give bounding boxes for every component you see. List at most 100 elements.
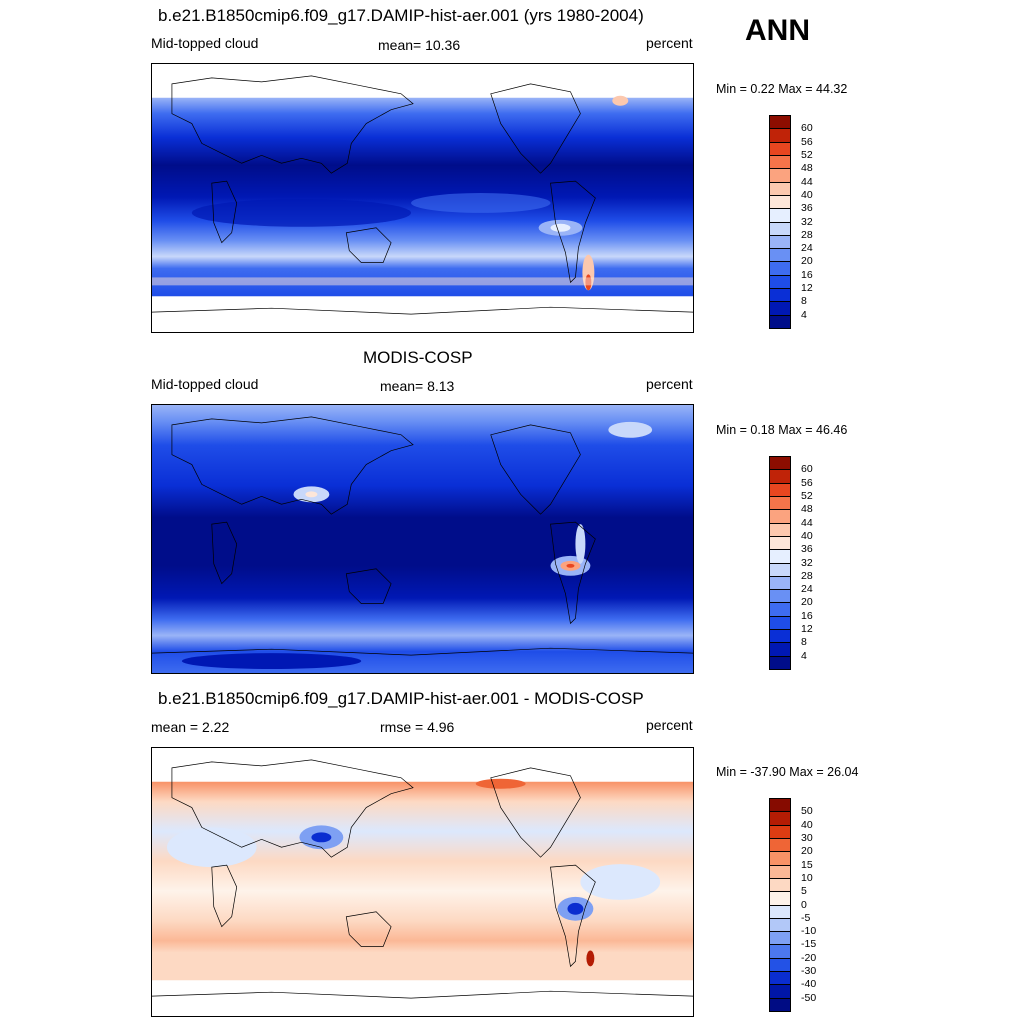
panel-obs-units-label: percent [646,376,693,392]
panel-test-units-label: percent [646,35,693,51]
colorbar-swatch [769,655,791,670]
colorbar-tick-label: 52 [801,148,813,161]
colorbar-tick-label: -20 [801,951,817,964]
colorbar-tick-label: 8 [801,295,807,308]
colorbar-swatch [769,851,791,866]
colorbar-swatch [769,274,791,290]
colorbar-tick-label: -10 [801,925,817,938]
colorbar-swatch [769,629,791,644]
colorbar-tick-label: 20 [801,845,813,858]
colorbar-swatch [769,837,791,853]
panel-obs-map [151,404,694,674]
panel-diff-units-label: percent [646,717,693,733]
colorbar-swatch [769,168,791,183]
colorbar-tick-label: 8 [801,636,807,649]
colorbar-tick-label: 40 [801,529,813,542]
colorbar-swatch [769,575,791,591]
colorbar-swatch [769,194,791,210]
panel-diff-minmax: Min = -37.90 Max = 26.04 [716,765,859,779]
colorbar-tick-label: 60 [801,463,813,476]
colorbar-swatch [769,208,791,223]
colorbar-tick-label: 10 [801,871,813,884]
colorbar-swatch [769,248,791,263]
colorbar-tick-label: 40 [801,188,813,201]
colorbar-swatch [769,181,791,196]
colorbar-swatch [769,642,791,657]
colorbar-swatch [769,288,791,303]
colorbar-tick-label: 24 [801,583,813,596]
panel-obs-variable-label: Mid-topped cloud [151,376,259,392]
colorbar-swatch [769,141,791,156]
colorbar-swatch [769,482,791,497]
colorbar-tick-label: 16 [801,268,813,281]
panel-test-map [151,63,694,333]
colorbar-tick-label: 40 [801,818,813,831]
colorbar-tick-label: 48 [801,162,813,175]
panel-test-mean-label: mean= 10.36 [378,37,461,53]
colorbar-swatch [769,997,791,1012]
colorbar-swatch [769,589,791,604]
colorbar-swatch [769,562,791,577]
colorbar-swatch [769,535,791,551]
colorbar-tick-label: 52 [801,489,813,502]
colorbar-swatch [769,469,791,484]
colorbar-tick-label: 32 [801,215,813,228]
colorbar-swatch [769,456,791,471]
colorbar-tick-label: 12 [801,282,813,295]
colorbar-tick-label: 0 [801,898,807,911]
colorbar-swatch [769,495,791,511]
colorbar-swatch [769,261,791,276]
panel-test-title: b.e21.B1850cmip6.f09_g17.DAMIP-hist-aer.… [158,6,644,25]
colorbar-tick-label: 20 [801,596,813,609]
colorbar-swatch [769,971,791,986]
colorbar-tick-label: 36 [801,202,813,215]
colorbar-tick-label: 16 [801,609,813,622]
colorbar-swatch [769,128,791,143]
panel-diff-map [151,747,694,1017]
colorbar-tick-label: -50 [801,991,817,1004]
colorbar-swatch [769,154,791,170]
season-label: ANN [745,14,810,47]
colorbar-tick-label: 20 [801,255,813,268]
colorbar-tick-label: 24 [801,242,813,255]
colorbar-swatch [769,811,791,826]
colorbar-swatch [769,234,791,250]
colorbar-tick-label: 44 [801,516,813,529]
panel-diff-mean-label: mean = 2.22 [151,719,230,735]
panel-diff-rmse-label: rmse = 4.96 [380,719,455,735]
panel-obs-minmax: Min = 0.18 Max = 46.46 [716,423,848,437]
colorbar-tick-label: 56 [801,476,813,489]
colorbar-tick-label: 28 [801,228,813,241]
colorbar-tick-label: -5 [801,911,811,924]
panel-obs-colorbar: 4 8 12 16 20 24 28 32 36 40 44 48 52 56 60 [769,456,813,670]
colorbar-swatch [769,931,791,946]
colorbar-tick-label: -30 [801,965,817,978]
colorbar-tick-label: -40 [801,978,817,991]
panel-obs-title: MODIS-COSP [363,348,473,367]
colorbar-swatch [769,602,791,617]
colorbar-tick-label: 4 [801,308,807,321]
colorbar-tick-label: 44 [801,175,813,188]
colorbar-tick-label: 4 [801,649,807,662]
colorbar-tick-label: 12 [801,623,813,636]
colorbar-tick-label: 15 [801,858,813,871]
colorbar-swatch [769,314,791,329]
panel-test-minmax: Min = 0.22 Max = 44.32 [716,82,848,96]
colorbar-tick-label: 50 [801,805,813,818]
colorbar-swatch [769,615,791,631]
panel-obs-mean-label: mean= 8.13 [380,378,455,394]
colorbar-tick-label: 32 [801,556,813,569]
colorbar-swatch [769,549,791,564]
colorbar-swatch [769,944,791,959]
colorbar-tick-label: 36 [801,543,813,556]
colorbar-tick-label: 48 [801,503,813,516]
colorbar-swatch [769,509,791,524]
colorbar-swatch [769,891,791,906]
colorbar-swatch [769,984,791,999]
colorbar-swatch [769,115,791,130]
panel-diff-title: b.e21.B1850cmip6.f09_g17.DAMIP-hist-aer.… [158,689,644,708]
colorbar-swatch [769,957,791,973]
colorbar-swatch [769,824,791,839]
colorbar-swatch [769,877,791,893]
colorbar-swatch [769,522,791,537]
